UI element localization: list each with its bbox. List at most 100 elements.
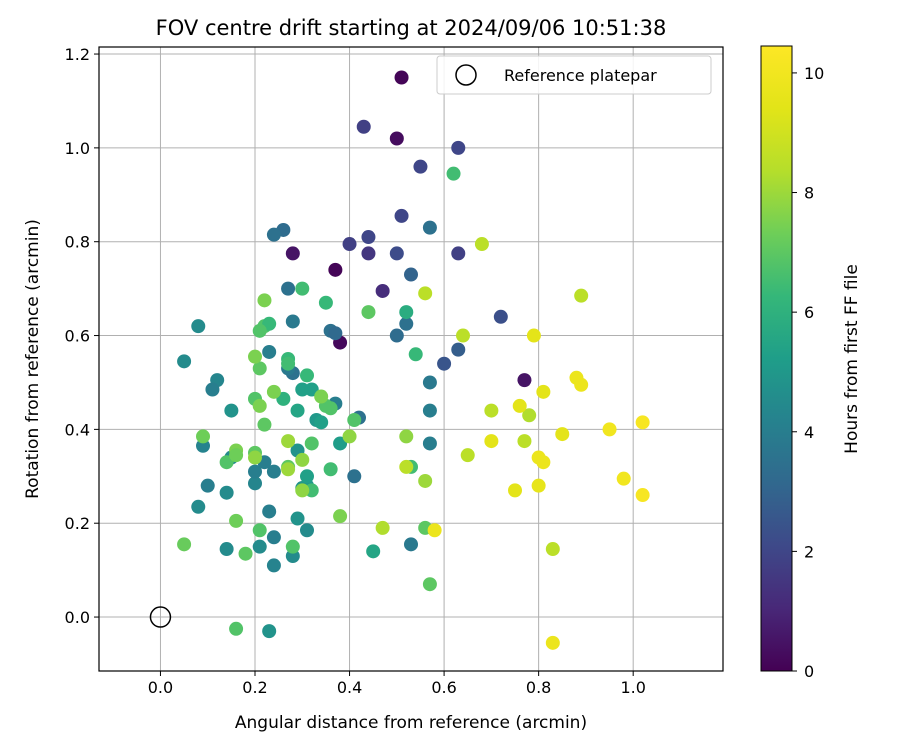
data-point [300,523,314,538]
y-axis-ticks: 0.0 0.2 0.4 0.6 0.8 1.0 1.2 [65,45,99,627]
data-point [508,483,522,498]
data-point [375,283,390,298]
data-point [328,326,343,341]
colorbar-tick-label: 10 [804,64,824,83]
colorbar-tick-label: 8 [804,184,814,203]
legend: Reference platepar [436,55,712,95]
data-point [266,558,281,573]
data-point [399,429,414,444]
data-point [229,621,244,636]
data-point [356,119,371,134]
data-point [451,342,466,357]
colorbar-label: Hours from first FF file [842,264,862,454]
data-point [252,323,267,338]
data-point [399,459,414,474]
chart-title: FOV centre drift starting at 2024/09/06 … [156,16,667,40]
data-point [422,375,437,390]
data-point [290,403,305,418]
y-tick-label: 1.0 [65,139,90,158]
data-point [248,450,262,465]
data-point [437,356,452,371]
data-point [248,464,262,479]
data-point [266,384,281,399]
data-point [248,349,262,364]
data-point [394,208,409,223]
data-point [574,288,589,303]
reference-point [149,606,172,628]
data-point [517,373,532,388]
data-point [635,415,650,430]
data-point [290,511,305,526]
legend-box [436,55,712,95]
reference-marker [149,606,172,628]
data-point [318,295,333,310]
data-point [257,417,272,432]
data-point [361,246,376,261]
data-point [545,635,560,650]
data-point [545,542,560,557]
data-point [555,427,570,442]
data-point [404,537,418,552]
data-point [314,415,329,430]
y-tick-label: 0.6 [65,327,90,346]
data-point [635,488,650,503]
data-point [295,483,310,498]
data-point [484,403,499,418]
y-tick-label: 0.2 [65,514,90,533]
data-point [389,246,404,261]
data-point [252,523,267,538]
data-point [474,237,489,252]
y-tick-label: 0.8 [65,233,90,252]
x-tick-label: 0.6 [431,678,456,697]
colorbar-ticks: 0 2 4 6 8 10 [792,64,824,681]
data-point [300,469,314,484]
data-point [389,328,404,343]
data-point [238,546,253,561]
data-point [347,412,362,427]
colorbar-tick-label: 0 [804,662,814,681]
data-point [408,347,423,362]
data-point [460,448,475,463]
data-point [281,434,296,449]
data-point [422,403,437,418]
data-point [389,131,404,146]
data-point [262,504,277,519]
legend-marker [455,64,477,86]
data-point [422,220,437,235]
y-tick-label: 1.2 [65,45,90,64]
data-point [252,539,267,554]
colorbar-tick-label: 4 [804,423,814,442]
data-point [399,305,414,320]
grid-lines [99,47,723,671]
data-point [248,476,262,491]
data-point [281,462,296,477]
data-point [266,227,281,242]
data-point [191,319,206,334]
data-point [191,499,206,514]
data-point [427,523,442,538]
data-point [323,401,338,416]
data-point [522,408,537,423]
data-point [219,542,234,557]
data-point [451,140,466,155]
data-point [342,237,357,252]
data-point [229,448,244,463]
data-point [295,281,310,296]
data-point [574,377,589,392]
data-point [418,473,433,488]
data-point [266,464,281,479]
data-point [526,328,541,343]
data-point [333,509,348,524]
legend-entry: Reference platepar [504,66,657,85]
data-point [229,513,244,528]
data-point [177,354,192,369]
data-point [422,577,437,592]
data-point [418,286,433,301]
data-point [252,398,267,413]
data-point [366,544,381,559]
x-tick-label: 1.0 [620,678,645,697]
data-point [219,485,234,500]
data-point [281,281,296,296]
data-point [446,166,461,181]
